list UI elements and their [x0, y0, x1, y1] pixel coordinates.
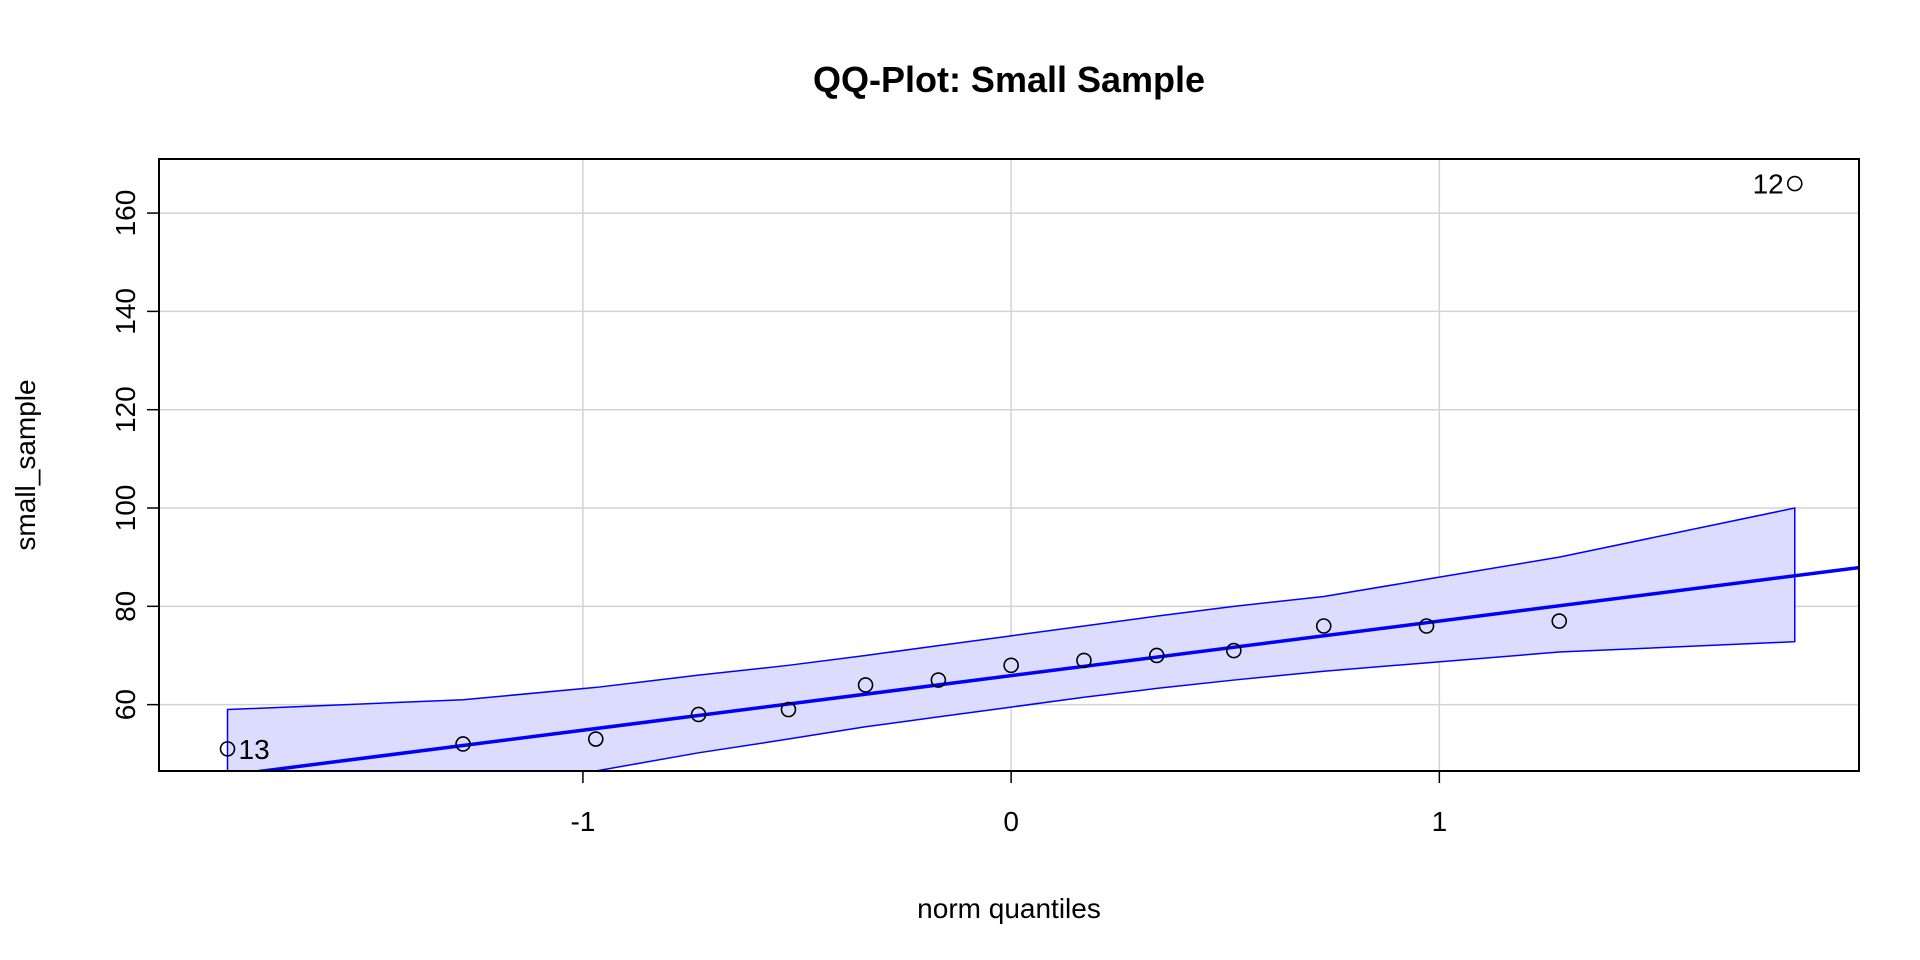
chart-title: QQ-Plot: Small Sample	[813, 59, 1205, 100]
data-point	[1076, 652, 1092, 669]
reference-line-group	[248, 565, 1859, 771]
data-point	[780, 701, 797, 718]
y-axis-title: small_sample	[10, 379, 41, 550]
x-axis: -1 0 1	[570, 771, 1447, 837]
data-point	[1418, 618, 1435, 634]
data-point	[1315, 618, 1332, 634]
plot-frame	[158, 158, 1860, 772]
y-tick-label: 160	[110, 190, 141, 237]
y-tick-label: 100	[110, 485, 141, 532]
confidence-band	[226, 507, 1796, 771]
data-point	[930, 672, 947, 688]
y-tick-label: 60	[110, 689, 141, 720]
x-tick-label: 0	[1003, 806, 1019, 837]
data-point	[1148, 647, 1165, 664]
point-label: 13	[239, 734, 270, 765]
data-point	[1551, 613, 1568, 629]
data-points: 13 12	[219, 169, 1803, 765]
data-point	[1786, 175, 1803, 192]
x-tick-label: 1	[1432, 806, 1448, 837]
y-tick-label: 120	[110, 386, 141, 433]
confidence-band-area	[226, 507, 1796, 771]
data-point	[455, 736, 471, 752]
point-label: 12	[1753, 169, 1784, 200]
x-axis-title: norm quantiles	[917, 893, 1101, 924]
data-point	[1226, 642, 1242, 659]
y-axis: 60 80 100 120 140 160	[110, 190, 159, 720]
reference-line	[248, 565, 1859, 771]
data-point	[690, 706, 707, 723]
y-tick-label: 140	[110, 288, 141, 335]
data-point	[857, 677, 874, 693]
data-point	[219, 741, 236, 757]
data-point	[1003, 657, 1019, 674]
y-tick-label: 80	[110, 591, 141, 622]
x-tick-label: -1	[570, 806, 595, 837]
data-point	[587, 731, 604, 747]
